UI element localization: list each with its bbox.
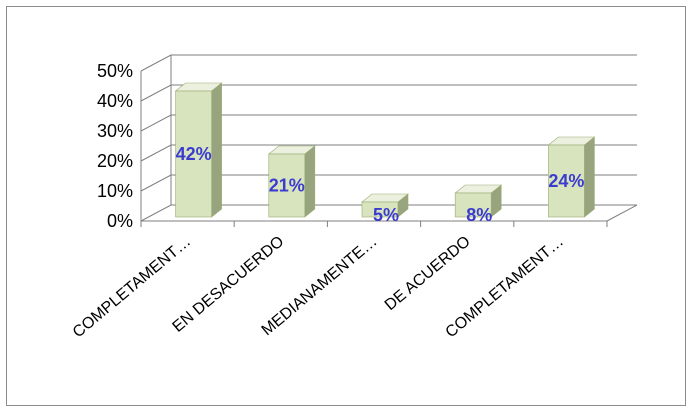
data-label: 24% [548, 171, 584, 191]
chart-frame: 0% 10% 20% 30% 40% 50% 42% 21% 5% 8% 24% COMPLETA… [6, 6, 686, 406]
bars [174, 82, 596, 218]
y-tick-label: 40% [97, 91, 133, 111]
y-axis-tick-labels: 0% 10% 20% 30% 40% 50% [97, 61, 133, 231]
y-tick-label: 0% [107, 211, 133, 231]
bar-front-face [361, 201, 399, 218]
data-label: 21% [269, 176, 305, 196]
floor-right-edge [606, 204, 638, 222]
bar-front-face [454, 192, 492, 218]
bar [174, 82, 223, 218]
bar [267, 145, 316, 218]
bar-side-face [304, 145, 316, 218]
y-tick-label: 30% [97, 121, 133, 141]
bar-chart: 0% 10% 20% 30% 40% 50% 42% 21% 5% 8% 24% COMPLETA… [70, 54, 638, 341]
bar [454, 184, 503, 218]
bar-front-face [268, 153, 306, 218]
bar-front-face [175, 90, 212, 218]
data-label: 42% [176, 144, 212, 164]
data-label: 8% [466, 205, 492, 225]
data-label: 5% [373, 205, 399, 225]
bar-front-face [548, 144, 585, 218]
y-tick-label: 50% [97, 61, 133, 81]
bar [361, 193, 409, 218]
y-tick-label: 10% [97, 181, 133, 201]
data-labels: 42% 21% 5% 8% 24% [176, 144, 585, 225]
axis-layer [140, 55, 638, 227]
x-category-label: DE ACUERDO [382, 233, 474, 314]
bar-side-face [211, 82, 222, 218]
bar [547, 136, 596, 218]
bar-side-face [584, 136, 595, 218]
gridline [140, 54, 637, 72]
y-tick-label: 20% [97, 151, 133, 171]
